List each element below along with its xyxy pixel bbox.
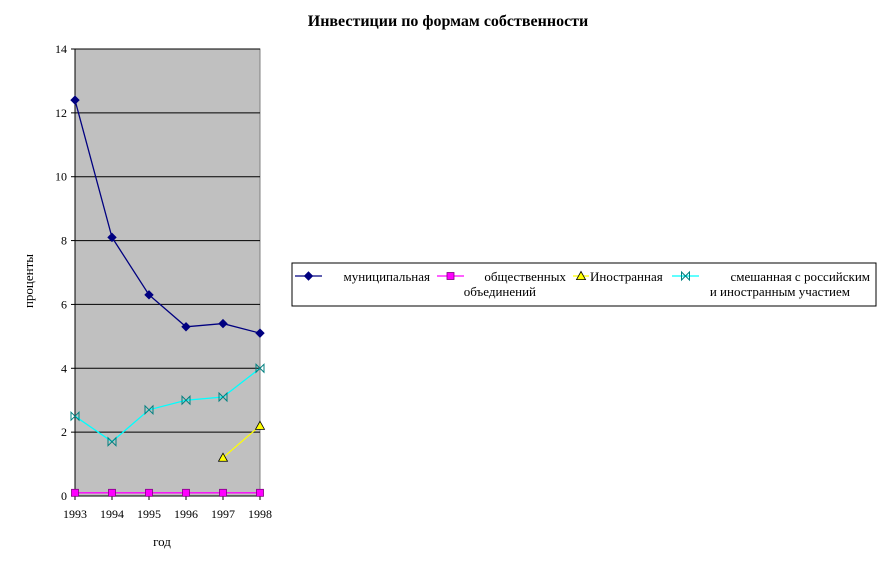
series-markers [70, 95, 266, 497]
series-3-point [107, 436, 117, 447]
legend-label-3: смешанная с российским [730, 269, 870, 284]
plot-area [74, 48, 261, 497]
legend-box [291, 262, 877, 307]
axes [71, 48, 261, 500]
series-1-point [108, 488, 116, 497]
x-tick-label: 1997 [211, 507, 235, 521]
series-0-point [70, 95, 80, 105]
series-lines [74, 99, 261, 494]
x-tick-label: 1994 [100, 507, 124, 521]
x-axis-label: год [153, 534, 171, 549]
y-axis-label: проценты [21, 254, 36, 308]
series-line-0 [74, 99, 261, 334]
x-tick-label: 1996 [174, 507, 198, 521]
y-tick-label: 8 [61, 234, 67, 248]
y-tick-label: 12 [55, 106, 67, 120]
legend-label-1: общественных [484, 269, 566, 284]
y-tick-label: 4 [61, 361, 67, 375]
series-0-point [181, 322, 191, 332]
series-1-point [219, 488, 227, 497]
series-3-point [255, 363, 265, 374]
grid-lines [75, 48, 260, 433]
series-1-point [145, 488, 153, 497]
series-2-point [217, 452, 229, 462]
series-1-point [182, 488, 190, 497]
series-line-2 [222, 425, 261, 459]
legend-marker-3 [681, 270, 690, 282]
series-3-point [218, 391, 228, 403]
series-3-point [144, 404, 154, 415]
series-2-point [254, 420, 266, 430]
legend-marker-2 [575, 270, 587, 281]
y-tick-label: 10 [55, 170, 67, 184]
series-3-point [70, 410, 80, 422]
legend-label-2: Иностранная [590, 269, 663, 284]
chart-title: Инвестиции по формам собственности [308, 13, 589, 30]
legend-label-3: и иностранным участием [710, 284, 850, 299]
legend-marker-0 [303, 271, 314, 281]
x-tick-label: 1998 [248, 507, 272, 521]
series-0-point [144, 290, 154, 300]
legend-label-0: муниципальная [343, 269, 430, 284]
x-tick-label: 1995 [137, 507, 161, 521]
series-1-point [71, 488, 79, 497]
series-1-point [256, 488, 264, 497]
series-0-point [107, 232, 117, 243]
y-tick-label: 14 [55, 42, 67, 56]
y-tick-label: 2 [61, 425, 67, 439]
series-0-point [255, 328, 265, 338]
legend-marker-1 [446, 272, 455, 280]
x-tick-label: 1993 [63, 507, 87, 521]
y-tick-label: 6 [61, 297, 67, 311]
series-3-point [181, 395, 191, 406]
series-line-3 [74, 367, 261, 443]
legend-label-1: объединений [464, 284, 536, 299]
y-tick-labels: 0 2 4 6 8 10 12 14 [55, 42, 67, 503]
x-tick-labels: 1993 1994 1995 1996 1997 1998 [63, 507, 272, 521]
y-tick-label: 0 [61, 489, 67, 503]
series-0-point [218, 318, 228, 329]
